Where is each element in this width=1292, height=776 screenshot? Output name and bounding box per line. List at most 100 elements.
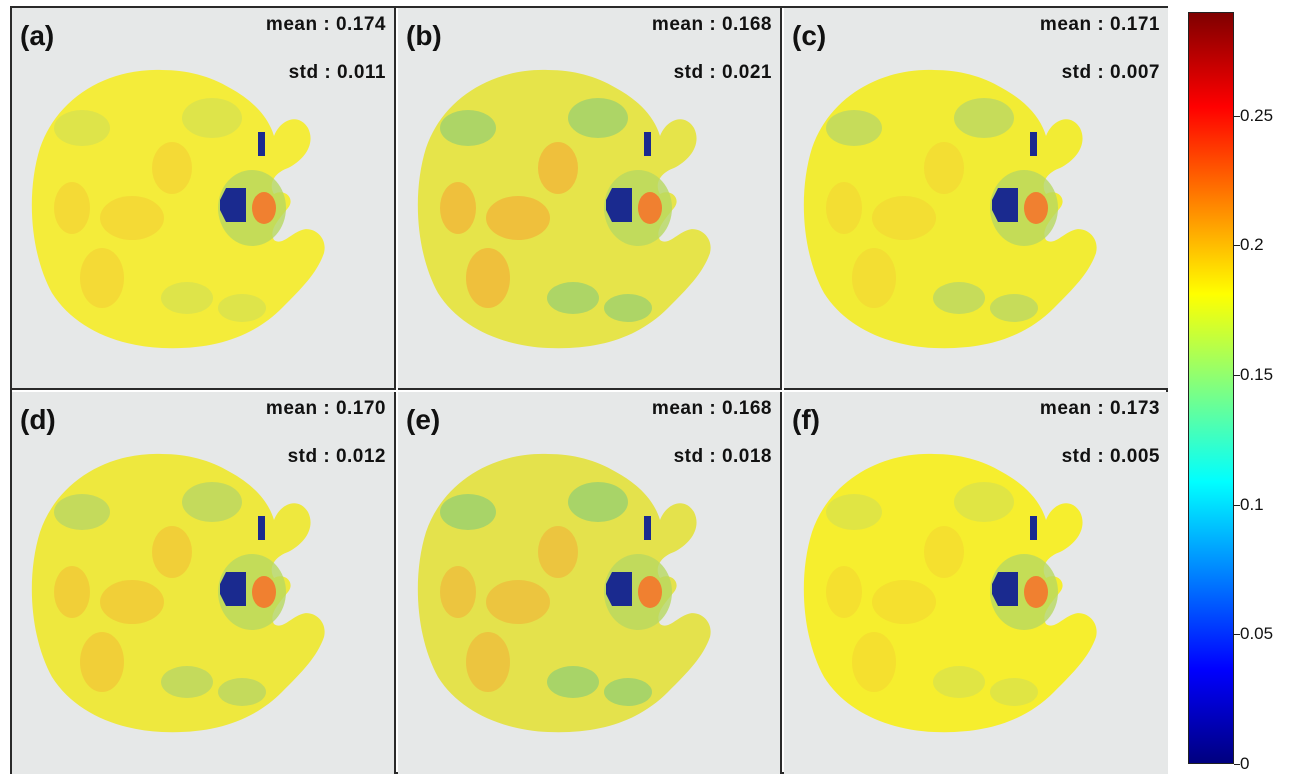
brain-shape (31, 453, 325, 733)
colorbar-tick-label: 0.25 (1240, 105, 1274, 125)
panel-d: (d) mean : 0.170 std : 0.012 (12, 392, 396, 774)
std-value: std : 0.005 (1061, 446, 1160, 467)
ventricle-region (992, 572, 1018, 606)
intensity-blob (486, 580, 550, 624)
colorbar-tick (1234, 115, 1240, 117)
panel-b: (b) mean : 0.168 std : 0.021 (398, 8, 782, 390)
brain-map-f (803, 453, 1097, 733)
panel-label: (c) (792, 20, 827, 51)
intensity-blob (872, 196, 936, 240)
intensity-blob (826, 110, 882, 146)
intensity-blob (152, 142, 192, 194)
marker-bar (258, 132, 265, 156)
std-value: std : 0.011 (288, 62, 386, 83)
marker-bar (1030, 132, 1037, 156)
ventricle-region (220, 188, 246, 222)
intensity-blob (990, 678, 1038, 706)
hot-spot (638, 576, 662, 608)
intensity-blob (440, 494, 496, 530)
panel-label: (b) (406, 20, 442, 51)
colorbar (1188, 12, 1234, 764)
brain-map-a (31, 69, 325, 349)
intensity-blob (466, 248, 510, 308)
colorbar-tick (1234, 634, 1240, 636)
intensity-blob (852, 248, 896, 308)
intensity-blob (486, 196, 550, 240)
hot-spot (252, 192, 276, 224)
intensity-blob (604, 294, 652, 322)
intensity-blob (933, 666, 985, 698)
colorbar-tick-label: 0 (1240, 754, 1250, 773)
intensity-blob (54, 182, 90, 234)
hot-spot (1024, 576, 1048, 608)
intensity-blob (152, 526, 192, 578)
panel-e: (e) mean : 0.168 std : 0.018 (398, 392, 782, 774)
mean-value: mean : 0.174 (265, 14, 386, 35)
brain-shape (417, 69, 711, 349)
ventricle-region (606, 572, 632, 606)
intensity-blob (547, 282, 599, 314)
intensity-blob (568, 482, 628, 522)
intensity-blob (852, 632, 896, 692)
brain-shape (803, 453, 1097, 733)
brain-map-b (417, 69, 711, 349)
panel-a: (a) mean : 0.174 std : 0.011 (12, 8, 396, 390)
intensity-blob (161, 282, 213, 314)
intensity-blob (80, 248, 124, 308)
std-value: std : 0.018 (673, 446, 772, 467)
marker-bar (1030, 516, 1037, 540)
std-value: std : 0.012 (287, 446, 386, 467)
colorbar-tick-label: 0.15 (1240, 365, 1274, 385)
intensity-blob (538, 526, 578, 578)
brain-map-d (31, 453, 325, 733)
panel-label: (a) (20, 20, 55, 51)
panel-grid: (a) mean : 0.174 std : 0.011 (b) mean : … (10, 6, 1168, 774)
intensity-blob (990, 294, 1038, 322)
colorbar-tick-label: 0.1 (1240, 494, 1264, 514)
intensity-blob (826, 494, 882, 530)
intensity-blob (933, 282, 985, 314)
marker-bar (644, 132, 651, 156)
brain-map-c (803, 69, 1097, 349)
ventricle-region (606, 188, 632, 222)
mean-value: mean : 0.168 (651, 14, 772, 35)
intensity-blob (54, 566, 90, 618)
panel-c: (c) mean : 0.171 std : 0.007 (784, 8, 1168, 390)
intensity-blob (80, 632, 124, 692)
brain-shape (31, 69, 325, 349)
panel-f: (f) mean : 0.173 std : 0.005 (784, 392, 1168, 774)
intensity-blob (604, 678, 652, 706)
intensity-blob (547, 666, 599, 698)
intensity-blob (826, 182, 862, 234)
mean-value: mean : 0.168 (651, 398, 772, 419)
std-value: std : 0.007 (1061, 62, 1160, 83)
colorbar-tick-label: 0.2 (1240, 235, 1264, 255)
std-value: std : 0.021 (673, 62, 772, 83)
mean-value: mean : 0.170 (265, 398, 386, 419)
panel-label: (d) (20, 404, 56, 435)
ventricle-region (220, 572, 246, 606)
intensity-blob (100, 580, 164, 624)
brain-shape (417, 453, 711, 733)
brain-map-e (417, 453, 711, 733)
intensity-blob (182, 98, 242, 138)
intensity-blob (924, 142, 964, 194)
colorbar-tick-label: 0.05 (1240, 624, 1274, 644)
hot-spot (638, 192, 662, 224)
intensity-blob (440, 566, 476, 618)
intensity-blob (440, 182, 476, 234)
intensity-blob (440, 110, 496, 146)
marker-bar (258, 516, 265, 540)
intensity-blob (466, 632, 510, 692)
colorbar-tick (1234, 245, 1240, 247)
panel-label: (f) (792, 404, 820, 435)
ventricle-region (992, 188, 1018, 222)
intensity-blob (826, 566, 862, 618)
intensity-blob (954, 98, 1014, 138)
intensity-blob (161, 666, 213, 698)
intensity-blob (54, 110, 110, 146)
mean-value: mean : 0.173 (1039, 398, 1160, 419)
colorbar-tick (1234, 375, 1240, 377)
intensity-blob (100, 196, 164, 240)
colorbar-tick (1234, 504, 1240, 506)
